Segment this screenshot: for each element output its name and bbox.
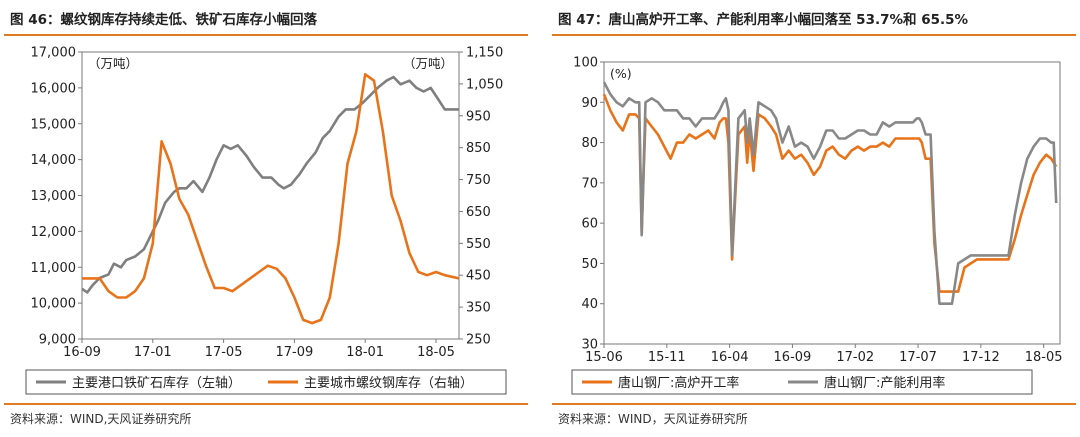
left-chart-y-left-tick-label: 9,000 xyxy=(39,333,76,348)
right-chart-y-left-tick-label: 40 xyxy=(581,297,598,312)
right-chart-y-left-tick-label: 80 xyxy=(581,136,598,151)
left-chart-y-left-tick-label: 12,000 xyxy=(31,225,77,240)
right-chart-x-tick-label: 16-04 xyxy=(711,350,749,365)
left-chart-y-right-tick-label: 350 xyxy=(466,301,491,316)
figure-46-panel: 图 46：螺纹钢库存持续走低、铁矿石库存小幅回落 9,000 10,000 11,0… xyxy=(0,0,532,437)
left-chart-y-left-tick-label: 10,000 xyxy=(31,297,77,312)
left-chart-y-right-tick-label: 250 xyxy=(466,333,491,348)
figure-47-panel: 图 47：唐山高炉开工率、产能利用率小幅回落至 53.7%和 65.5% 30 4… xyxy=(548,0,1080,437)
figure-46-title: 图 46：螺纹钢库存持续走低、铁矿石库存小幅回落 xyxy=(10,12,317,28)
figure-47-chart: 30 40 50 60 70 80 90 100 (%) 15-06 15-11 16-04 16-09… xyxy=(571,56,1063,395)
left-chart-legend: 主要港口铁矿石库存（左轴） 主要城市螺纹钢库存（右轴） xyxy=(25,369,507,395)
figure-46-bottom-rule xyxy=(4,403,528,405)
left-chart-x-tick-label: 18-01 xyxy=(346,345,384,360)
right-chart-x-tick-label: 17-12 xyxy=(962,350,1000,365)
left-chart-x-tick-label: 17-05 xyxy=(205,345,243,360)
right-chart-x-tick-label: 18-05 xyxy=(1025,350,1063,365)
right-chart-y-left-tick-label: 70 xyxy=(581,176,598,191)
left-chart-y-right-tick-label: 1,150 xyxy=(466,46,503,61)
figure-47-title-rule xyxy=(552,34,1076,36)
right-chart-y-left-tick-label: 30 xyxy=(581,338,598,353)
left-chart-y-right-tick-label: 950 xyxy=(466,109,491,124)
right-chart-legend: 唐山钢厂:高炉开工率 唐山钢厂:产能利用率 xyxy=(571,369,1033,395)
right-chart-series-line-1 xyxy=(602,93,1058,293)
left-chart-y-right-tick-label: 1,050 xyxy=(466,77,503,92)
figure-46-chart: 9,000 10,000 11,000 12,000 13,000 14,000 15,00… xyxy=(25,46,507,395)
right-chart-legend-label-2: 唐山钢厂:产能利用率 xyxy=(824,375,945,391)
left-chart-y-left-tick-label: 14,000 xyxy=(31,153,77,168)
left-chart-y-right-tick-label: 450 xyxy=(466,269,491,284)
left-chart-y-right-tick-label: 750 xyxy=(466,173,491,188)
left-chart-y-left-tick-label: 15,000 xyxy=(31,117,77,132)
right-chart-x-tick-label: 16-09 xyxy=(774,350,812,365)
right-chart-plot-frame xyxy=(603,61,1061,345)
figure-46-title-rule xyxy=(4,34,528,36)
figure-46-source: 资料来源：WIND,天风证券研究所 xyxy=(10,412,192,426)
figure-47-bottom-rule xyxy=(552,403,1076,405)
left-chart-y-left-tick-label: 16,000 xyxy=(31,81,77,96)
left-chart-series-line-1 xyxy=(81,75,459,294)
figure-47-title: 图 47：唐山高炉开工率、产能利用率小幅回落至 53.7%和 65.5% xyxy=(558,12,969,28)
left-chart-legend-label-1: 主要港口铁矿石库存（左轴） xyxy=(72,375,241,391)
right-chart-y-left-unit: (%) xyxy=(610,66,632,81)
left-chart-x-tick-label: 17-09 xyxy=(276,345,314,360)
left-chart-series-line-2 xyxy=(82,72,460,325)
right-chart-series-line-2 xyxy=(602,81,1058,306)
left-chart-y-left-tick-label: 11,000 xyxy=(31,261,77,276)
left-chart-y-right-tick-label: 650 xyxy=(466,205,491,220)
right-chart-x-tick-label: 15-11 xyxy=(648,350,686,365)
left-chart-legend-label-2: 主要城市螺纹钢库存（右轴） xyxy=(304,375,473,391)
right-chart-legend-label-1: 唐山钢厂:高炉开工率 xyxy=(618,375,739,391)
right-chart-y-left-tick-label: 60 xyxy=(581,217,598,232)
left-chart-y-right-tick-label: 550 xyxy=(466,237,491,252)
left-chart-y-left-tick-label: 13,000 xyxy=(31,189,77,204)
left-chart-y-right-tick-label: 850 xyxy=(466,141,491,156)
right-chart-x-tick-label: 15-06 xyxy=(585,350,623,365)
left-chart-y-left-tick-label: 17,000 xyxy=(31,46,77,61)
left-chart-y-left-unit: （万吨） xyxy=(88,56,138,71)
left-chart-x-tick-label: 17-01 xyxy=(134,345,172,360)
right-chart-x-tick-label: 17-07 xyxy=(899,350,937,365)
figure-47-source: 资料来源：WIND，天风证券研究所 xyxy=(558,412,748,426)
right-chart-y-left-tick-label: 100 xyxy=(573,56,598,71)
right-chart-y-left-tick-label: 90 xyxy=(581,96,598,111)
left-chart-plot-frame xyxy=(81,51,460,340)
right-chart-y-left-tick-label: 50 xyxy=(581,257,598,272)
left-chart-legend-box xyxy=(25,369,507,395)
left-chart-y-right-unit: （万吨） xyxy=(403,56,453,71)
left-chart-x-tick-label: 18-05 xyxy=(417,345,455,360)
left-chart-x-tick-label: 16-09 xyxy=(63,345,101,360)
right-chart-x-tick-label: 17-02 xyxy=(836,350,874,365)
